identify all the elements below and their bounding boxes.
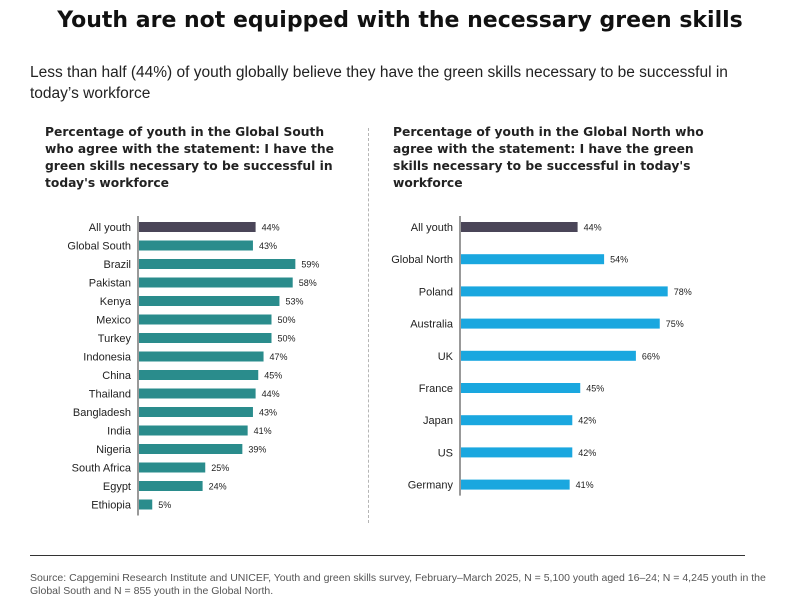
north-bar-japan xyxy=(461,415,573,426)
north-category-label-japan: Japan xyxy=(423,415,453,427)
south-value-label-nigeria: 39% xyxy=(248,445,266,455)
north-value-label-global-north: 54% xyxy=(610,255,628,265)
south-bar-pakistan xyxy=(139,277,293,288)
south-bar-turkey xyxy=(139,333,272,343)
south-bar-mexico xyxy=(139,314,272,325)
north-category-label-germany: Germany xyxy=(408,480,454,492)
south-category-label-brazil: Brazil xyxy=(103,259,131,271)
source-note: Source: Capgemini Research Institute and… xyxy=(30,572,766,597)
south-bar-india xyxy=(139,425,248,436)
south-category-label-thailand: Thailand xyxy=(89,389,131,401)
south-bar-thailand xyxy=(139,388,256,399)
north-value-label-germany: 41% xyxy=(576,480,594,490)
south-value-label-brazil: 59% xyxy=(301,260,319,270)
south-category-label-india: India xyxy=(107,426,132,438)
north-category-label-all-youth: All youth xyxy=(411,222,453,234)
south-category-label-kenya: Kenya xyxy=(100,296,132,308)
global-north-chart-title: Percentage of youth in the Global North … xyxy=(393,125,704,190)
south-bar-bangladesh xyxy=(139,407,253,417)
north-category-label-uk: UK xyxy=(438,351,454,363)
south-category-label-nigeria: Nigeria xyxy=(96,444,132,456)
north-bar-global-north xyxy=(461,254,605,265)
south-value-label-egypt: 24% xyxy=(209,482,227,492)
south-category-label-south-africa: South Africa xyxy=(72,463,132,475)
south-value-label-global-south: 43% xyxy=(259,241,277,251)
north-category-label-poland: Poland xyxy=(419,286,453,298)
north-bar-poland xyxy=(461,286,668,297)
south-category-label-pakistan: Pakistan xyxy=(89,278,131,290)
south-value-label-all-youth: 44% xyxy=(262,223,280,233)
south-bar-ethiopia xyxy=(139,499,153,510)
south-bar-all-youth xyxy=(139,222,256,232)
north-value-label-france: 45% xyxy=(586,384,604,394)
south-bar-china xyxy=(139,370,259,380)
north-value-label-australia: 75% xyxy=(666,319,684,329)
global-south-chart-title: Percentage of youth in the Global South … xyxy=(45,125,334,190)
subtitle: Less than half (44%) of youth globally b… xyxy=(30,64,728,102)
north-value-label-all-youth: 44% xyxy=(584,223,602,233)
global-south-bar-chart: All youth 44% Global South 43% Brazil 59% Paki… xyxy=(67,216,319,516)
north-value-label-poland: 78% xyxy=(674,287,692,297)
footer-divider xyxy=(30,555,745,556)
south-bar-egypt xyxy=(139,481,203,491)
south-category-label-indonesia: Indonesia xyxy=(83,352,132,364)
south-value-label-indonesia: 47% xyxy=(270,352,288,362)
south-value-label-mexico: 50% xyxy=(278,315,296,325)
south-value-label-china: 45% xyxy=(264,371,282,381)
panel-divider xyxy=(368,128,369,523)
south-bar-kenya xyxy=(139,296,280,306)
south-bar-brazil xyxy=(139,259,296,269)
south-category-label-turkey: Turkey xyxy=(98,333,132,345)
north-value-label-uk: 66% xyxy=(642,351,660,361)
north-category-label-global-north: Global North xyxy=(391,254,453,266)
north-bar-us xyxy=(461,447,573,458)
south-value-label-south-africa: 25% xyxy=(211,463,229,473)
south-category-label-all-youth: All youth xyxy=(89,222,131,234)
south-category-label-mexico: Mexico xyxy=(96,315,131,327)
north-category-label-us: US xyxy=(438,447,453,459)
north-bar-all-youth xyxy=(461,222,578,232)
north-category-label-france: France xyxy=(419,383,453,395)
north-bar-germany xyxy=(461,479,570,490)
south-bar-indonesia xyxy=(139,351,264,362)
south-category-label-bangladesh: Bangladesh xyxy=(73,407,131,419)
south-value-label-turkey: 50% xyxy=(278,334,296,344)
page-title: Youth are not equipped with the necessar… xyxy=(57,8,743,33)
north-bar-france xyxy=(461,383,581,393)
south-category-label-ethiopia: Ethiopia xyxy=(91,500,132,512)
south-category-label-egypt: Egypt xyxy=(103,481,131,493)
south-value-label-ethiopia: 5% xyxy=(158,500,171,510)
north-bar-australia xyxy=(461,318,660,329)
north-bar-uk xyxy=(461,350,636,361)
north-value-label-japan: 42% xyxy=(578,416,596,426)
south-bar-global-south xyxy=(139,240,253,251)
north-category-label-australia: Australia xyxy=(410,319,454,331)
south-category-label-global-south: Global South xyxy=(67,241,131,253)
south-category-label-china: China xyxy=(102,370,132,382)
south-value-label-bangladesh: 43% xyxy=(259,408,277,418)
south-value-label-kenya: 53% xyxy=(285,297,303,307)
south-value-label-india: 41% xyxy=(254,426,272,436)
south-value-label-thailand: 44% xyxy=(262,389,280,399)
south-value-label-pakistan: 58% xyxy=(299,278,317,288)
north-value-label-us: 42% xyxy=(578,448,596,458)
south-bar-south-africa xyxy=(139,462,206,473)
south-bar-nigeria xyxy=(139,444,243,454)
